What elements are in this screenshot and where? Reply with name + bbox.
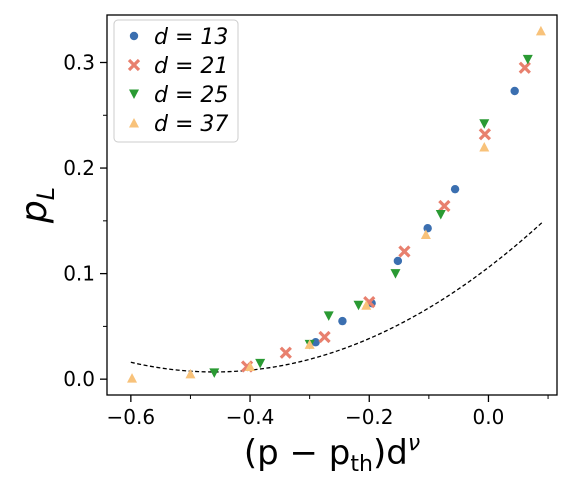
data-point: [393, 256, 403, 266]
data-point: [479, 141, 490, 152]
axes: −0.6 −0.4 −0.2 0.0 0.0 0.1 0.2 0.3: [63, 14, 558, 429]
data-point: [438, 199, 451, 213]
legend-label: d = 25: [154, 83, 228, 108]
data-point: [353, 300, 364, 311]
x-tick-label: −0.2: [345, 405, 394, 429]
x-tick-label: −0.6: [107, 405, 156, 429]
axis-labels: (p − pth)dν pL: [14, 187, 420, 477]
data-point: [361, 300, 372, 310]
x-axis-label: (p − pth)dν: [244, 431, 420, 477]
data-point: [255, 358, 266, 369]
data-point: [535, 25, 546, 36]
plot-area: [127, 25, 546, 383]
data-point: [279, 346, 292, 359]
data-point: [127, 373, 138, 383]
series-3: [209, 54, 533, 378]
legend-entry: d = 37: [129, 112, 228, 137]
data-point: [209, 368, 220, 378]
x-tick-label: 0.0: [473, 405, 505, 429]
data-point: [398, 245, 411, 258]
data-point: [450, 184, 460, 194]
data-point: [435, 210, 446, 220]
y-tick-label: 0.1: [63, 262, 95, 286]
y-tick-label: 0.3: [63, 51, 95, 75]
series-2: [240, 61, 531, 373]
legend-marker: [129, 89, 139, 99]
data-point: [318, 330, 331, 344]
x-tick-label: −0.4: [226, 405, 275, 429]
series-4: [127, 25, 546, 383]
data-point: [245, 361, 256, 371]
y-tick-label: 0.0: [63, 367, 95, 391]
legend-entry: d = 21: [127, 54, 228, 79]
data-point: [323, 311, 334, 321]
data-point: [522, 54, 533, 65]
data-point: [390, 269, 401, 279]
legend-label: d = 13: [154, 25, 228, 50]
legend-label: d = 37: [154, 112, 228, 137]
legend-box: [113, 19, 239, 143]
legend-entry: d = 13: [129, 25, 228, 50]
legend-marker: [129, 118, 139, 128]
data-point: [510, 86, 519, 96]
y-tick-label: 0.2: [63, 156, 95, 180]
legend-marker: [129, 31, 139, 41]
legend: d = 13 d = 21 d = 25 d = 37: [113, 19, 239, 143]
data-point: [420, 229, 431, 240]
fit-curve: [130, 222, 543, 373]
data-point: [423, 224, 432, 233]
data-point: [518, 61, 531, 74]
y-axis-label: pL: [14, 187, 60, 224]
data-point: [185, 368, 196, 379]
data-point: [338, 316, 347, 326]
data-point: [478, 128, 492, 141]
legend-entry: d = 25: [129, 83, 228, 108]
legend-label: d = 21: [154, 54, 228, 79]
plot-frame: [106, 14, 558, 396]
data-point: [479, 119, 490, 129]
series-1: [311, 86, 519, 347]
legend-marker: [127, 58, 141, 72]
data-point: [304, 339, 315, 349]
